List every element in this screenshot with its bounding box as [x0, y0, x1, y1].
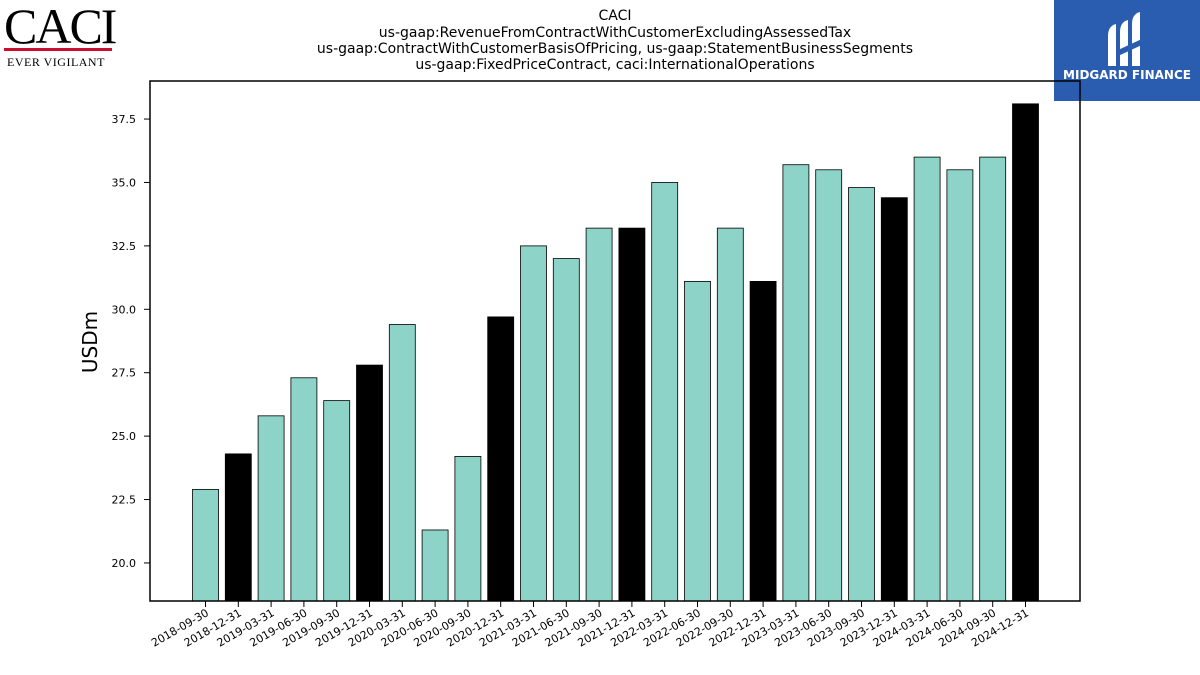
caci-logo-wordmark: CACI [4, 0, 117, 54]
bar-2019-03-31 [257, 415, 285, 602]
y-tick-label: 22.5 [112, 494, 137, 507]
bar-2022-12-31 [749, 280, 777, 602]
y-tick-label: 30.0 [112, 303, 137, 316]
caci-logo: CACI EVER VIGILANT [4, 0, 117, 69]
bar-2019-06-30 [290, 377, 318, 602]
caci-logo-rule [4, 48, 112, 51]
bar-2023-12-31 [880, 197, 908, 602]
bar-2022-09-30 [716, 227, 744, 602]
plot-frame [149, 80, 1081, 602]
bar-2024-09-30 [979, 156, 1007, 602]
bar-2022-03-31 [651, 182, 679, 602]
bar-2021-12-31 [618, 227, 646, 602]
bar-2019-09-30 [323, 400, 351, 602]
chart-title-line-1: CACI [598, 8, 631, 24]
x-axis: 2018-09-302018-12-312019-03-312019-06-30… [149, 601, 1031, 650]
caci-logo-tagline: EVER VIGILANT [7, 55, 105, 69]
bar-2020-12-31 [487, 316, 515, 602]
bars-group [192, 103, 1039, 602]
chart-title-line-4: us-gaap:FixedPriceContract, caci:Interna… [415, 57, 814, 73]
bar-2023-06-30 [815, 169, 843, 602]
chart-title-line-3: us-gaap:ContractWithCustomerBasisOfPrici… [317, 41, 913, 57]
midgard-m-icon [1108, 12, 1144, 66]
y-axis: 20.0 22.5 25.0 27.5 30.0 32.5 35.0 37.5 [112, 113, 150, 570]
y-tick-label: 37.5 [112, 113, 137, 126]
bar-2020-09-30 [454, 456, 482, 602]
bar-2021-06-30 [552, 258, 580, 602]
y-tick-label: 20.0 [112, 557, 137, 570]
bar-2021-03-31 [520, 245, 547, 602]
y-tick-label: 25.0 [112, 430, 137, 443]
bar-2018-12-31 [224, 453, 252, 602]
bar-2024-03-31 [913, 156, 941, 602]
y-axis-label: USDm [78, 311, 102, 373]
bar-2024-06-30 [946, 169, 974, 602]
bar-2023-09-30 [848, 187, 875, 602]
y-tick-label: 27.5 [112, 367, 137, 380]
y-tick-label: 35.0 [112, 176, 137, 189]
bar-2021-09-30 [585, 227, 613, 602]
bar-2022-06-30 [684, 280, 711, 602]
bar-2018-09-30 [192, 488, 219, 602]
chart-title: CACI us-gaap:RevenueFromContractWithCust… [317, 8, 913, 73]
bar-2020-03-31 [388, 324, 416, 602]
chart-title-line-2: us-gaap:RevenueFromContractWithCustomerE… [379, 25, 851, 41]
bar-2024-12-31 [1012, 103, 1039, 602]
bar-2019-12-31 [356, 364, 383, 602]
midgard-finance-name: MIDGARD FINANCE [1063, 68, 1191, 82]
y-tick-label: 32.5 [112, 240, 137, 253]
midgard-finance-logo: MIDGARD FINANCE [1054, 0, 1200, 101]
bar-2020-06-30 [421, 529, 449, 602]
bar-2023-03-31 [782, 164, 810, 602]
